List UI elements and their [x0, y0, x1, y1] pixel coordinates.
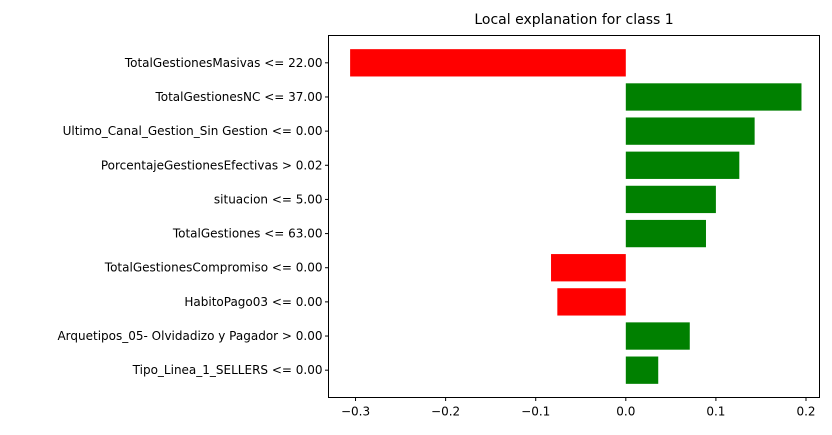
y-tick-label-9: Tipo_Linea_1_SELLERS <= 0.00 — [132, 363, 323, 377]
bar-4 — [625, 185, 716, 214]
bars-layer — [350, 49, 802, 384]
y-tick-label-2: Ultimo_Canal_Gestion_Sin Gestion <= 0.00 — [63, 124, 323, 138]
plot-frame — [328, 35, 820, 398]
bar-2 — [625, 117, 755, 145]
bar-1 — [625, 83, 802, 111]
y-tick-label-1: TotalGestionesNC <= 37.00 — [154, 90, 322, 104]
bar-8 — [625, 322, 690, 350]
bar-0 — [350, 49, 626, 77]
y-tick-label-0: TotalGestionesMasivas <= 22.00 — [124, 56, 323, 70]
chart-title: Local explanation for class 1 — [474, 12, 673, 28]
bar-7 — [557, 288, 626, 316]
y-tick-label-3: PorcentajeGestionesEfectivas > 0.02 — [101, 158, 323, 172]
y-tick-label-5: TotalGestiones <= 63.00 — [172, 227, 323, 241]
x-tick-label-1: −0.2 — [431, 405, 460, 419]
y-tick-label-6: TotalGestionesCompromiso <= 0.00 — [104, 261, 323, 275]
x-tick-label-5: 0.2 — [796, 405, 815, 419]
x-tick-label-4: 0.1 — [706, 405, 725, 419]
bar-9 — [625, 356, 659, 384]
x-axis-ticks: −0.3 −0.2 −0.1 0.0 0.1 0.2 — [341, 397, 816, 419]
y-tick-labels: TotalGestionesMasivas <= 22.00 TotalGesti… — [57, 56, 329, 377]
x-tick-label-0: −0.3 — [341, 405, 370, 419]
y-tick-label-7: HabitoPago03 <= 0.00 — [184, 295, 322, 309]
x-tick-label-2: −0.1 — [521, 405, 550, 419]
bar-5 — [625, 219, 706, 248]
y-tick-label-8: Arquetipos_05- Olvidadizo y Pagador > 0.… — [57, 329, 322, 343]
y-tick-label-4: situacion <= 5.00 — [214, 192, 323, 206]
bar-6 — [551, 254, 626, 282]
x-tick-label-3: 0.0 — [616, 405, 635, 419]
bar-3 — [625, 151, 740, 179]
